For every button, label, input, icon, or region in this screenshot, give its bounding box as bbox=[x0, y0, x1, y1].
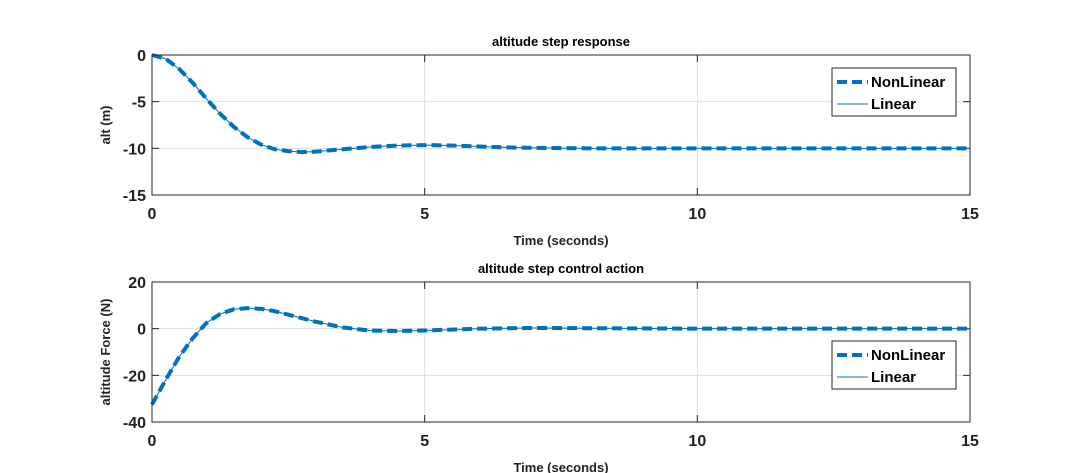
x-tick-label: 0 bbox=[148, 433, 157, 450]
y-tick-label: 0 bbox=[137, 322, 146, 339]
plot-frame bbox=[151, 281, 971, 423]
tick-labels: 0 5 10 15 0 -5 -10 -15 bbox=[123, 48, 979, 223]
y-tick-label: 0 bbox=[137, 48, 146, 65]
series-line-linear bbox=[151, 54, 970, 153]
x-tick-label: 15 bbox=[961, 433, 979, 450]
legend-box bbox=[831, 340, 957, 390]
altitude-response-plot: 0 5 10 15 0 -5 -10 -15 altitude step response T… bbox=[98, 34, 979, 248]
legend: NonLinear Linear bbox=[831, 340, 957, 390]
series-layer bbox=[151, 53, 970, 155]
y-tick-label: -40 bbox=[123, 415, 146, 432]
legend: NonLinear Linear bbox=[831, 67, 957, 117]
legend-entry-linear: Linear bbox=[871, 369, 916, 386]
x-tick-label: 10 bbox=[688, 206, 706, 223]
series-layer bbox=[150, 306, 970, 406]
tick-labels: 0 5 10 15 20 0 -20 -40 bbox=[123, 275, 979, 450]
x-tick-label: 15 bbox=[961, 206, 979, 223]
legend-entry-nonlinear: NonLinear bbox=[871, 74, 945, 91]
x-tick-label: 0 bbox=[148, 206, 157, 223]
control-action-plot: 0 5 10 15 20 0 -20 -40 altitude step control ac… bbox=[98, 261, 979, 473]
x-axis-label: Time (seconds) bbox=[513, 460, 608, 473]
y-tick-label: -15 bbox=[123, 188, 146, 205]
legend-entry-nonlinear: NonLinear bbox=[871, 347, 945, 364]
series-line-linear bbox=[151, 307, 970, 405]
y-axis-label: altitude Force (N) bbox=[98, 299, 113, 406]
y-axis-label: alt (m) bbox=[98, 106, 113, 145]
x-tick-label: 10 bbox=[688, 433, 706, 450]
plot-frame bbox=[151, 54, 971, 196]
x-axis-label: Time (seconds) bbox=[513, 233, 608, 248]
x-tick-label: 5 bbox=[420, 433, 429, 450]
legend-entry-linear: Linear bbox=[871, 96, 916, 113]
y-tick-label: -10 bbox=[123, 141, 146, 158]
x-tick-label: 5 bbox=[420, 206, 429, 223]
plot-title: altitude step response bbox=[492, 34, 630, 49]
y-tick-label: 20 bbox=[128, 275, 146, 292]
y-tick-label: -20 bbox=[123, 368, 146, 385]
plot-title: altitude step control action bbox=[478, 261, 644, 276]
y-tick-label: -5 bbox=[132, 95, 146, 112]
legend-box bbox=[831, 67, 957, 117]
